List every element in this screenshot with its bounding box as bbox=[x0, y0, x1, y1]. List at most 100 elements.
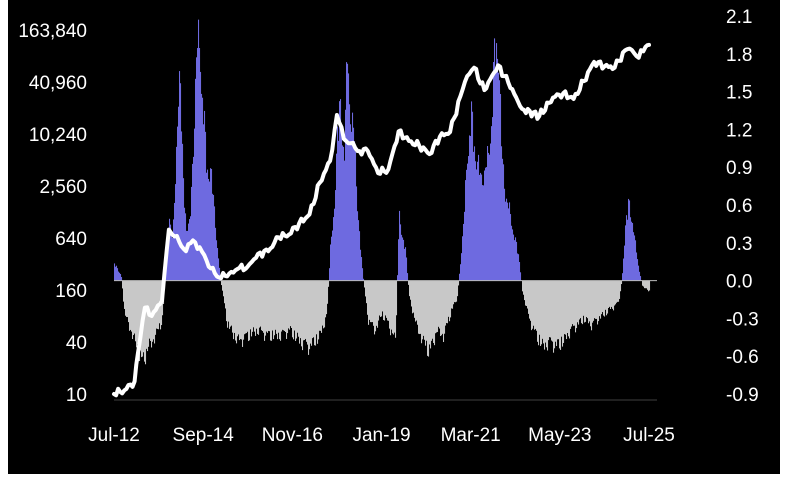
negative-bar bbox=[416, 280, 418, 321]
positive-bar bbox=[492, 117, 494, 281]
positive-bar bbox=[218, 258, 220, 281]
negative-bar bbox=[377, 280, 379, 328]
positive-bar bbox=[203, 124, 205, 281]
negative-bar bbox=[618, 280, 620, 302]
positive-bar bbox=[359, 231, 361, 281]
negative-bar bbox=[267, 280, 269, 333]
negative-bar bbox=[580, 280, 582, 319]
positive-bar bbox=[170, 224, 172, 281]
negative-bar bbox=[315, 280, 317, 346]
positive-bar bbox=[483, 185, 485, 281]
negative-bar bbox=[269, 280, 271, 332]
negative-bar bbox=[438, 280, 440, 327]
positive-bar bbox=[188, 223, 190, 281]
positive-bar bbox=[181, 131, 183, 281]
negative-bar bbox=[612, 280, 614, 309]
positive-bar bbox=[183, 178, 185, 281]
negative-bar bbox=[295, 280, 297, 341]
negative-bar bbox=[317, 280, 319, 344]
negative-bar bbox=[592, 280, 594, 323]
negative-bar bbox=[588, 280, 590, 324]
positive-bar bbox=[511, 225, 513, 281]
positive-bar bbox=[518, 254, 520, 281]
negative-bar bbox=[619, 280, 621, 299]
positive-bar bbox=[351, 131, 353, 281]
negative-bar bbox=[646, 280, 648, 289]
negative-bar bbox=[413, 280, 415, 313]
negative-bar bbox=[585, 280, 587, 322]
negative-bar bbox=[528, 280, 530, 314]
negative-bar bbox=[228, 280, 230, 322]
positive-bar bbox=[476, 169, 478, 281]
positive-bar bbox=[477, 161, 479, 281]
positive-bar bbox=[173, 219, 175, 281]
negative-bar bbox=[371, 280, 373, 323]
negative-bar bbox=[374, 280, 376, 335]
negative-bar bbox=[394, 280, 396, 333]
negative-bar bbox=[369, 280, 371, 320]
negative-bar bbox=[304, 280, 306, 340]
negative-bar bbox=[321, 280, 323, 333]
positive-bar bbox=[479, 174, 481, 281]
negative-bar bbox=[281, 280, 283, 332]
negative-bar bbox=[280, 280, 282, 341]
negative-bar bbox=[140, 280, 142, 351]
positive-bar bbox=[334, 208, 336, 281]
negative-bar bbox=[620, 280, 622, 292]
negative-bar bbox=[145, 280, 147, 365]
positive-bar bbox=[487, 146, 489, 281]
negative-bar bbox=[539, 280, 541, 335]
negative-bar bbox=[313, 280, 315, 338]
negative-bar bbox=[449, 280, 451, 322]
negative-bar bbox=[132, 280, 134, 340]
negative-bar bbox=[569, 280, 571, 339]
negative-bar bbox=[443, 280, 445, 343]
negative-bar bbox=[303, 280, 305, 341]
positive-bar bbox=[206, 172, 208, 281]
negative-bar bbox=[647, 280, 649, 290]
right-tick-label: 1.8 bbox=[726, 45, 752, 66]
positive-bar bbox=[488, 152, 490, 281]
negative-bar bbox=[550, 280, 552, 338]
negative-bar bbox=[396, 280, 398, 316]
negative-bar bbox=[602, 280, 604, 313]
negative-bar bbox=[441, 280, 443, 336]
negative-bar bbox=[138, 280, 140, 362]
negative-bar bbox=[275, 280, 277, 330]
left-axis-ticks: 163,840 40,960 10,240 2,560 640 160 40 10 bbox=[18, 21, 87, 406]
negative-bar bbox=[431, 280, 433, 341]
negative-bar bbox=[540, 280, 542, 346]
negative-bar bbox=[543, 280, 545, 344]
negative-bar bbox=[645, 280, 647, 289]
negative-bar bbox=[296, 280, 298, 339]
positive-bar bbox=[200, 71, 202, 281]
negative-bar bbox=[604, 280, 606, 317]
negative-bar bbox=[410, 280, 412, 300]
negative-bar bbox=[276, 280, 278, 334]
negative-bar bbox=[258, 280, 260, 335]
positive-bar bbox=[626, 215, 628, 281]
negative-bar bbox=[571, 280, 573, 327]
positive-bar bbox=[171, 235, 173, 281]
negative-bar bbox=[271, 280, 273, 341]
positive-bar bbox=[402, 237, 404, 281]
negative-bar bbox=[433, 280, 435, 343]
positive-bar bbox=[341, 131, 343, 281]
negative-bar bbox=[124, 280, 126, 309]
x-tick-label: Sep-14 bbox=[173, 425, 235, 446]
left-tick-label: 2,560 bbox=[39, 177, 87, 198]
negative-bar bbox=[372, 280, 374, 323]
negative-bar bbox=[418, 280, 420, 334]
positive-bar bbox=[198, 19, 200, 281]
positive-bar bbox=[336, 153, 338, 281]
positive-bar bbox=[640, 276, 642, 281]
positive-bar bbox=[345, 109, 347, 281]
positive-bar bbox=[489, 154, 491, 281]
negative-bar bbox=[586, 280, 588, 318]
negative-bar bbox=[526, 280, 528, 306]
left-tick-label: 640 bbox=[55, 229, 87, 250]
negative-bar bbox=[541, 280, 543, 345]
positive-bar bbox=[627, 219, 629, 281]
negative-bar bbox=[230, 280, 232, 327]
positive-bar bbox=[343, 146, 345, 281]
